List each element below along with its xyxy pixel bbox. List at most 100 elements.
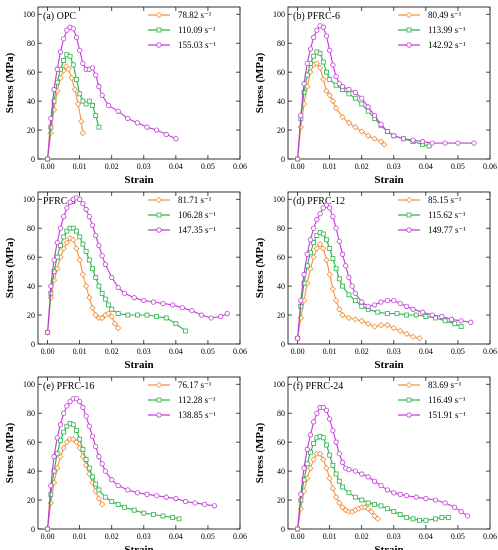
x-tick-label: 0.05	[451, 162, 465, 171]
data-point	[365, 108, 371, 114]
data-point	[442, 500, 448, 506]
data-point	[310, 456, 317, 463]
data-point	[365, 474, 371, 480]
data-point	[333, 439, 339, 445]
data-point	[189, 308, 195, 314]
data-point	[371, 323, 378, 330]
data-point	[93, 72, 99, 78]
data-point	[90, 266, 95, 272]
data-point	[352, 95, 358, 101]
data-point	[89, 304, 96, 311]
data-point	[83, 413, 89, 419]
data-point	[61, 36, 67, 42]
y-tick-label: 100	[273, 10, 285, 19]
data-point	[80, 404, 86, 410]
x-tick-label: 0.01	[73, 532, 87, 541]
data-point	[406, 412, 412, 418]
data-point	[77, 436, 83, 442]
x-tick-label: 0.04	[419, 347, 433, 356]
data-point	[156, 27, 162, 33]
data-point	[64, 27, 70, 33]
data-point	[439, 313, 445, 320]
data-point	[54, 66, 60, 72]
data-point	[448, 316, 455, 322]
data-point	[330, 427, 336, 434]
data-point	[339, 113, 346, 121]
data-point	[458, 509, 464, 515]
data-point	[384, 311, 390, 317]
data-point	[307, 465, 314, 472]
data-point	[134, 312, 140, 318]
x-axis-title: Strain	[374, 359, 403, 371]
data-point	[317, 211, 323, 217]
plot-frame	[37, 6, 241, 160]
data-point	[359, 95, 365, 101]
data-point	[326, 475, 333, 482]
data-point	[339, 311, 346, 319]
data-point	[86, 98, 92, 104]
x-axis-title: Strain	[124, 544, 153, 550]
data-point	[102, 468, 108, 474]
data-point	[54, 240, 60, 246]
data-point	[455, 140, 461, 146]
data-point	[394, 311, 400, 317]
x-tick-label: 0.04	[169, 162, 183, 171]
data-point	[320, 76, 327, 83]
panel-title: (f) PFRC-24	[293, 381, 343, 392]
data-point	[464, 513, 471, 519]
data-point	[326, 271, 333, 278]
data-point	[45, 526, 51, 532]
panel-title: (b) PFRC-6	[293, 11, 340, 22]
data-point	[141, 297, 147, 304]
data-point	[176, 516, 182, 522]
y-tick-label: 100	[273, 195, 285, 204]
data-point	[155, 196, 163, 204]
data-point	[90, 474, 95, 480]
data-point	[371, 112, 378, 119]
data-point	[327, 47, 333, 54]
legend: 76.17 s⁻¹ 112.28 s⁻¹ 138.85 s⁻¹	[148, 380, 216, 420]
data-point	[314, 27, 320, 33]
x-tick-label: 0.03	[387, 347, 401, 356]
data-point	[391, 509, 397, 515]
data-point	[471, 140, 477, 146]
legend-label: 81.71 s⁻¹	[178, 195, 212, 205]
y-tick-label: 20	[27, 311, 35, 320]
x-axis-title: Strain	[374, 544, 403, 550]
data-point	[183, 328, 188, 334]
data-point	[429, 140, 435, 146]
y-tick-label: 60	[277, 438, 285, 447]
data-point	[89, 222, 96, 228]
y-tick-label: 20	[277, 496, 285, 505]
data-point	[54, 265, 61, 272]
data-point	[426, 143, 432, 149]
data-point	[73, 245, 80, 252]
series-1	[44, 436, 106, 533]
data-point	[144, 124, 150, 130]
data-point	[51, 98, 57, 104]
data-point	[96, 84, 102, 90]
data-point	[458, 324, 464, 330]
data-point	[99, 290, 105, 296]
x-tick-label: 0.04	[419, 162, 433, 171]
data-point	[109, 306, 115, 312]
x-tick-label: 0.01	[323, 162, 337, 171]
data-point	[346, 467, 352, 473]
data-point	[423, 517, 429, 523]
y-tick-label: 100	[23, 380, 35, 389]
data-point	[406, 42, 412, 48]
data-point	[48, 283, 54, 289]
data-point	[445, 515, 451, 520]
data-point	[339, 504, 346, 511]
data-point	[154, 127, 160, 133]
data-point	[368, 508, 375, 515]
data-point	[51, 86, 57, 93]
data-point	[384, 297, 390, 304]
data-point	[198, 312, 205, 318]
data-point	[329, 97, 337, 105]
data-point	[352, 89, 358, 96]
data-point	[115, 108, 121, 114]
x-axis-title: Strain	[124, 359, 153, 371]
data-point	[336, 81, 342, 87]
legend-label: 110.09 s⁻¹	[178, 25, 216, 35]
